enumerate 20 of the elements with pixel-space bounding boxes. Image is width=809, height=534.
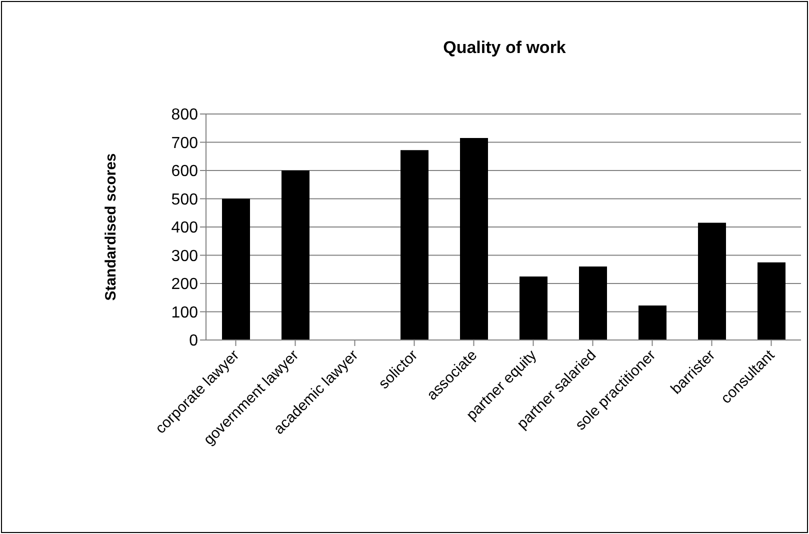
bar [520, 276, 548, 340]
y-tick-label: 200 [171, 276, 198, 294]
bar [698, 222, 726, 340]
bar [638, 306, 666, 340]
bar [460, 138, 488, 340]
y-tick-label: 600 [171, 163, 198, 180]
bar [222, 198, 250, 340]
y-tick-label: 700 [171, 134, 198, 152]
y-tick-label: 0 [189, 332, 198, 350]
y-tick-label: 400 [171, 220, 198, 237]
bar [758, 262, 786, 340]
y-tick-label: 300 [171, 248, 198, 265]
y-tick-label: 500 [171, 191, 198, 208]
y-tick-label: 100 [171, 304, 198, 322]
y-tick-label: 800 [171, 106, 198, 124]
bar [282, 170, 310, 340]
bar [400, 150, 428, 340]
y-axis-title: Standardised scores [102, 153, 120, 301]
chart-title: Quality of work [442, 38, 567, 58]
bar [579, 266, 607, 340]
